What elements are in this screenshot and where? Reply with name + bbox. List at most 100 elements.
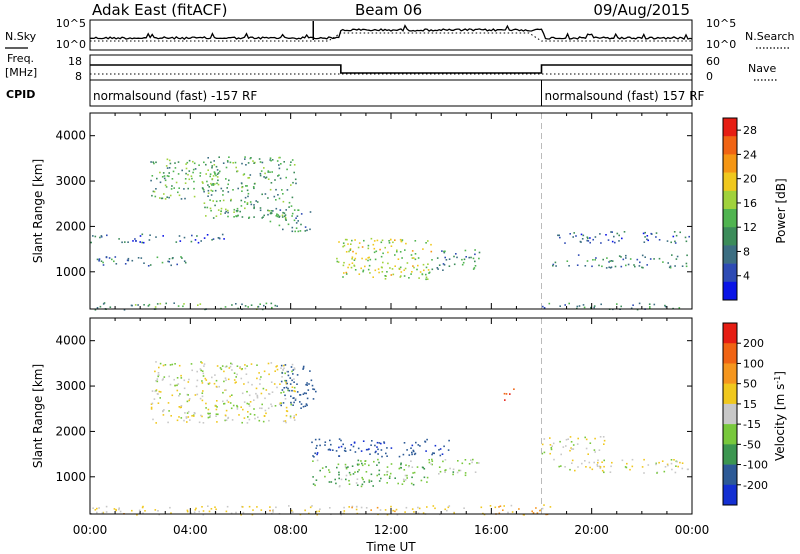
y-tick-label: 4000 [55, 334, 86, 348]
colorbar-tick-label: 16 [743, 197, 757, 210]
frequency-trace [90, 64, 692, 75]
noise-sky-line [90, 24, 693, 41]
noise-trace [90, 21, 693, 42]
colorbar-swatch [723, 343, 737, 364]
colorbar-tick-label: 12 [743, 221, 757, 234]
cpid-segments: normalsound (fast) -157 RF normalsound (f… [93, 80, 705, 106]
velocity-ylabel: Slant Range [km] [31, 364, 45, 468]
echo-region [267, 209, 312, 233]
colorbar-swatch [723, 323, 737, 344]
colorbar-tick-label: 8 [743, 245, 750, 258]
nave-label: Nave [748, 62, 776, 75]
noise-panel: N.Sky N.Search 10^5 10^0 10^5 10^0 [5, 17, 795, 51]
echo-region [431, 249, 481, 271]
colorbar-tick-label: 24 [743, 148, 757, 161]
y-tick-label: 1000 [55, 470, 86, 484]
frequency-panel: Freq. [MHz] Nave 18 8 60 0 [5, 52, 778, 83]
colorbar-tick-label: -100 [743, 459, 768, 472]
x-tick-label: 08:00 [273, 523, 308, 537]
power-colorbar-label: Power [dB] [774, 178, 788, 243]
colorbar-swatch [723, 464, 737, 486]
y-tick-label: 2000 [55, 424, 86, 438]
echo-region [280, 364, 317, 409]
power-ylabel: Slant Range [km] [31, 159, 45, 263]
echo-region [541, 436, 606, 456]
colorbar-tick-label: 15 [743, 398, 757, 411]
echo-region [90, 505, 465, 516]
echo-region [557, 231, 690, 244]
echo-region [430, 458, 480, 477]
colorbar-tick-label: 20 [743, 173, 757, 186]
power-panel: 1000 2000 3000 4000 Slant Range [km] 4 8 12 16… [31, 112, 788, 311]
colorbar-tick-label: 28 [743, 124, 757, 137]
colorbar-tick-label: 200 [743, 337, 764, 350]
colorbar-swatch [723, 424, 737, 445]
nave-tick-bottom: 0 [706, 70, 713, 83]
noise-tick-right-bottom: 10^0 [706, 38, 736, 51]
freq-label-1: Freq. [7, 52, 34, 65]
cpid-panel: CPID normalsound (fast) -157 RF normalsou… [6, 79, 705, 107]
echo-region [90, 233, 225, 244]
noise-tick-right-top: 10^5 [706, 17, 736, 30]
cpid-segment-label: normalsound (fast) -157 RF [93, 89, 257, 103]
colorbar-swatch [723, 484, 737, 506]
colorbar-swatch [723, 136, 737, 155]
x-tick-label: 04:00 [173, 523, 208, 537]
nave-tick-top: 60 [706, 55, 720, 68]
x-tick-labels: 00:00 04:00 08:00 12:00 16:00 20:00 00:00 [73, 523, 710, 537]
cpid-segment-label: normalsound (fast) 157 RF [545, 89, 705, 103]
colorbar-swatch [723, 263, 737, 283]
beam-title: Beam 06 [355, 1, 422, 19]
station-title: Adak East (fitACF) [92, 1, 227, 19]
x-axis-label: Time UT [365, 540, 416, 554]
colorbar-swatch [723, 190, 737, 210]
y-tick-label: 3000 [55, 174, 86, 188]
colorbar-swatch [723, 444, 737, 465]
noise-search-line [90, 32, 692, 42]
echo-region [312, 458, 431, 488]
velocity-colorbar: 200 100 50 15 -15 -50 -100 -200 [722, 322, 768, 506]
x-tick-label: 00:00 [675, 523, 710, 537]
x-tick-label: 00:00 [73, 523, 108, 537]
colorbar-swatch [723, 363, 737, 384]
colorbar-tick-label: -15 [743, 418, 761, 431]
colorbar-swatch [723, 209, 737, 228]
x-tick-label: 12:00 [374, 523, 409, 537]
cpid-label: CPID [6, 88, 35, 101]
power-colorbar: 4 8 12 16 20 24 28 [722, 117, 757, 301]
echo-region [311, 438, 450, 458]
echo-region [336, 237, 433, 281]
date-title: 09/Aug/2015 [593, 1, 690, 19]
colorbar-tick-label: 50 [743, 378, 757, 391]
velocity-panel: 1000 2000 3000 4000 Slant Range [km] 200 100… [31, 317, 787, 516]
velocity-axes: 1000 2000 3000 4000 [55, 318, 693, 514]
colorbar-frame [722, 322, 738, 506]
echo-region [150, 158, 216, 200]
y-tick-label: 4000 [55, 129, 86, 143]
velocity-echo-marks [90, 361, 689, 516]
echo-region [503, 388, 515, 401]
echo-region [553, 458, 689, 474]
colorbar-tick-label: 100 [743, 357, 764, 370]
x-tick-label: 20:00 [574, 523, 609, 537]
freq-tick-bottom: 8 [75, 70, 82, 83]
colorbar-swatch [723, 245, 737, 264]
y-tick-label: 1000 [55, 265, 86, 279]
freq-tick-top: 18 [68, 55, 82, 68]
noise-tick-left-bottom: 10^0 [56, 38, 86, 51]
colorbar-swatch [723, 383, 737, 405]
velocity-colorbar-label: Velocity [m s-1] [773, 371, 787, 461]
y-tick-label: 2000 [55, 219, 86, 233]
echo-region [96, 256, 187, 267]
colorbar-swatch [723, 172, 737, 192]
colorbar-swatch [723, 403, 737, 425]
frequency-line [90, 64, 692, 74]
y-tick-label: 3000 [55, 379, 86, 393]
nsearch-label: N.Search [745, 30, 795, 43]
colorbar-frame [722, 117, 738, 301]
noise-tick-left-top: 10^5 [56, 17, 86, 30]
nsky-label: N.Sky [5, 30, 37, 43]
colorbar-tick-label: 4 [743, 270, 750, 283]
echo-region [552, 254, 688, 269]
